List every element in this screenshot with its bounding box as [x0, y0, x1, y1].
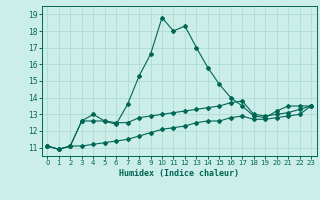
X-axis label: Humidex (Indice chaleur): Humidex (Indice chaleur)	[119, 169, 239, 178]
